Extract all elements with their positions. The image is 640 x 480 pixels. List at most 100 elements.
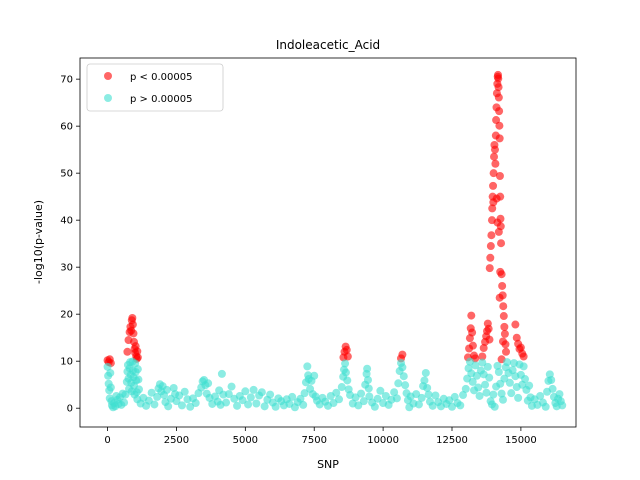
series-0 <box>103 70 528 368</box>
data-point <box>343 352 352 361</box>
data-point <box>521 375 530 384</box>
y-tick-label: 70 <box>60 75 73 86</box>
data-point <box>365 392 374 401</box>
data-point <box>485 373 494 382</box>
data-point <box>474 383 483 392</box>
data-point <box>133 347 142 356</box>
data-point <box>177 401 186 410</box>
legend-entry: p > 0.00005 <box>130 94 192 105</box>
data-point <box>394 379 403 388</box>
data-point <box>392 394 401 403</box>
data-point <box>359 397 368 406</box>
legend-entry: p < 0.00005 <box>130 72 192 83</box>
x-tick-label: 2500 <box>164 435 189 446</box>
data-point <box>398 350 407 359</box>
data-point <box>468 377 477 386</box>
data-point <box>479 344 488 353</box>
data-point <box>499 312 508 321</box>
x-tick-label: 7500 <box>301 435 326 446</box>
data-point <box>310 371 319 380</box>
data-point <box>341 359 350 368</box>
data-point <box>120 398 129 407</box>
data-point <box>133 365 142 374</box>
data-point <box>507 389 516 398</box>
data-point <box>494 83 503 92</box>
data-point <box>357 389 366 398</box>
data-point <box>508 366 517 375</box>
data-point <box>222 398 231 407</box>
data-point <box>511 320 520 329</box>
data-point <box>500 374 509 383</box>
data-point <box>401 381 410 390</box>
y-tick-label: 50 <box>60 169 73 180</box>
x-tick-label: 12500 <box>436 435 468 446</box>
data-point <box>103 362 112 371</box>
y-tick-label: 30 <box>60 263 73 274</box>
y-tick-label: 40 <box>60 216 73 227</box>
data-point <box>481 380 490 389</box>
data-point <box>494 368 503 376</box>
data-point <box>478 358 487 367</box>
data-point <box>490 152 499 161</box>
data-point <box>106 383 115 392</box>
data-point <box>485 335 494 344</box>
data-point <box>421 368 430 377</box>
data-point <box>519 352 528 361</box>
data-point <box>153 392 162 401</box>
data-point <box>191 399 200 408</box>
data-point <box>493 218 502 227</box>
data-point <box>390 388 399 397</box>
data-point <box>342 345 351 354</box>
data-point <box>224 390 233 399</box>
data-point <box>541 402 550 411</box>
data-point <box>128 313 137 322</box>
data-point <box>498 337 507 346</box>
data-point <box>548 384 557 393</box>
data-point <box>150 400 159 409</box>
data-point <box>485 264 494 273</box>
data-point <box>497 239 506 248</box>
chart-title: Indoleacetic_Acid <box>276 38 380 52</box>
data-point <box>341 368 350 377</box>
data-point <box>354 401 363 410</box>
data-point <box>519 362 528 371</box>
data-point <box>420 376 429 385</box>
data-point <box>495 107 504 116</box>
data-point <box>492 194 501 203</box>
data-point <box>180 387 189 396</box>
y-tick-label: 60 <box>60 122 73 133</box>
data-point <box>482 388 491 397</box>
data-point <box>252 399 261 408</box>
y-tick-label: 20 <box>60 310 73 321</box>
data-point <box>373 394 382 403</box>
legend-box <box>86 63 224 112</box>
y-tick-label: 10 <box>60 357 73 368</box>
data-point <box>467 311 476 320</box>
data-point <box>558 401 567 410</box>
data-point <box>494 74 503 83</box>
data-point <box>495 134 504 143</box>
data-point <box>555 390 564 399</box>
data-point <box>491 159 500 168</box>
data-point <box>296 394 305 403</box>
data-point <box>303 362 312 371</box>
data-point <box>516 343 525 352</box>
data-point <box>343 376 352 385</box>
data-point <box>490 145 499 154</box>
data-point <box>398 363 407 372</box>
data-point <box>450 392 459 401</box>
data-point <box>468 341 477 350</box>
data-point <box>502 347 511 356</box>
y-axis-label: -log10(p-value) <box>32 200 45 284</box>
x-tick-label: 15000 <box>505 435 537 446</box>
data-point <box>489 169 498 178</box>
data-point <box>512 333 521 342</box>
data-point <box>133 353 142 362</box>
data-point <box>498 281 507 290</box>
data-point <box>363 375 372 384</box>
data-point <box>461 384 470 393</box>
data-point <box>370 402 379 411</box>
data-point <box>468 328 477 337</box>
data-point <box>487 231 496 240</box>
